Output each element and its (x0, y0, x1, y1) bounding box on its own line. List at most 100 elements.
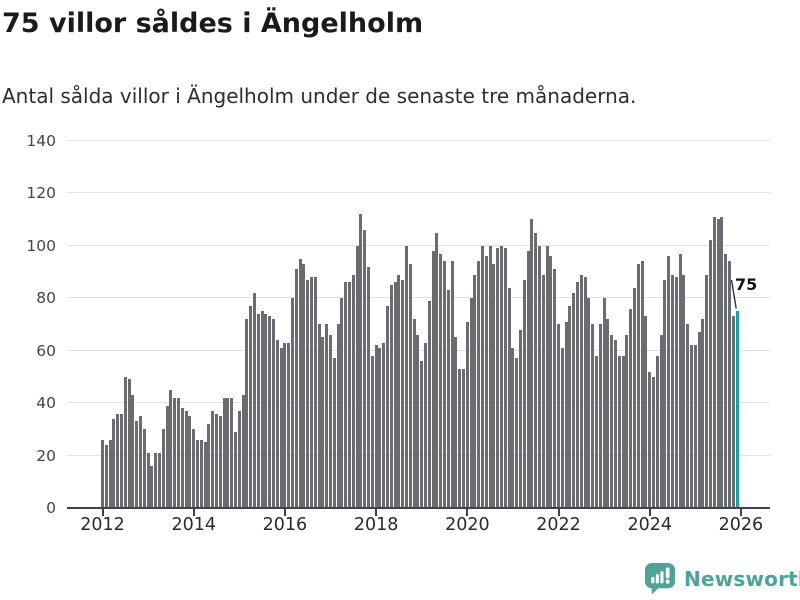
bar (709, 240, 713, 508)
bar (340, 298, 344, 508)
bar (264, 313, 268, 508)
bar (112, 418, 116, 508)
bar (690, 345, 694, 508)
bar (515, 358, 519, 508)
bar (686, 324, 690, 508)
bar (500, 245, 504, 508)
bar (211, 410, 215, 508)
gridline (67, 192, 770, 194)
bar (104, 445, 108, 508)
x-axis-label: 2024 (627, 515, 673, 535)
bar (260, 311, 264, 508)
bar (336, 324, 340, 508)
bar (268, 316, 272, 508)
bar (294, 269, 298, 508)
x-axis-tick (283, 509, 286, 516)
bar (614, 340, 618, 508)
bar (317, 324, 321, 508)
bar (473, 274, 477, 508)
bar (427, 300, 431, 508)
chart-subtitle: Antal sålda villor i Ängelholm under de … (2, 84, 637, 108)
bar (184, 410, 188, 508)
plot-area (67, 0, 770, 508)
bar (150, 466, 154, 508)
bar (370, 355, 374, 508)
bar (522, 279, 526, 508)
bar (443, 261, 447, 508)
bar (416, 334, 420, 508)
bar (127, 379, 131, 508)
bar (135, 421, 139, 508)
bar (306, 279, 310, 508)
bar (560, 347, 564, 508)
bar (587, 298, 591, 508)
x-axis-tick (739, 509, 742, 516)
x-axis-label: 2018 (353, 515, 399, 535)
bar (435, 232, 439, 508)
bar (108, 439, 112, 508)
bar (553, 269, 557, 508)
bar (203, 442, 207, 508)
bar (234, 431, 238, 508)
bar (199, 439, 203, 508)
bar (177, 397, 181, 508)
bar (325, 324, 329, 508)
bar (712, 216, 716, 508)
bar (313, 277, 317, 508)
brand-name: Newsworthy (684, 567, 800, 591)
gridline (67, 297, 770, 299)
bar (165, 405, 169, 508)
bar (222, 397, 226, 508)
bar (462, 368, 466, 508)
bar (724, 253, 728, 508)
x-axis-tick (101, 509, 104, 516)
bar (279, 347, 283, 508)
bar (503, 248, 507, 508)
bar (116, 413, 120, 508)
bar (424, 342, 428, 508)
bar (131, 395, 135, 508)
gridline (67, 244, 770, 246)
chart-title: 75 villor såldes i Ängelholm (2, 8, 424, 39)
bar (648, 371, 652, 508)
bar (526, 250, 530, 508)
bar (705, 274, 709, 508)
bar (519, 329, 523, 508)
bar (408, 264, 412, 508)
x-axis-tick (466, 509, 469, 516)
bar (139, 416, 143, 508)
bar (344, 282, 348, 508)
bar (101, 439, 105, 508)
x-axis-tick (375, 509, 378, 516)
bar (355, 245, 359, 508)
x-axis-label: 2014 (171, 515, 217, 535)
bar (450, 261, 454, 508)
y-axis-label: 40 (36, 394, 56, 413)
bar (633, 287, 637, 508)
bar (720, 216, 724, 508)
bar (169, 389, 173, 508)
bar (576, 282, 580, 508)
bar (678, 253, 682, 508)
bar (511, 347, 515, 508)
x-axis-label: 2012 (80, 515, 125, 535)
x-axis-line (67, 506, 770, 510)
bar (120, 413, 124, 508)
bar (382, 342, 386, 508)
bar (595, 355, 599, 508)
bar (496, 248, 500, 508)
bar (192, 429, 196, 508)
bar (431, 250, 435, 508)
bar (351, 274, 355, 508)
bar (237, 410, 241, 508)
bar (348, 282, 352, 508)
bar (629, 308, 633, 508)
bar (207, 424, 211, 508)
bar (146, 452, 150, 508)
bar (606, 319, 610, 508)
bar (329, 334, 333, 508)
y-axis-label: 120 (26, 184, 56, 203)
bar (636, 264, 640, 508)
bar (188, 416, 192, 508)
bar (302, 264, 306, 508)
